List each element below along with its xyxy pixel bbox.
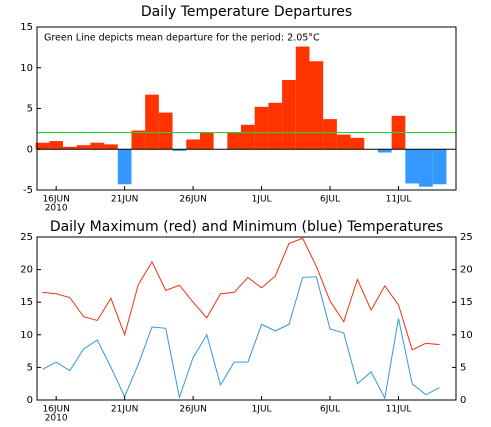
y-tick-label: 0 bbox=[27, 144, 33, 155]
bar bbox=[49, 141, 64, 150]
series-line bbox=[42, 237, 440, 351]
plot-frame bbox=[36, 26, 457, 191]
bar bbox=[172, 149, 187, 151]
chart-title: Daily Maximum (red) and Minimum (blue) T… bbox=[50, 219, 443, 235]
bar bbox=[350, 137, 365, 150]
bar bbox=[336, 134, 351, 150]
series-line bbox=[42, 276, 440, 400]
bar bbox=[35, 142, 50, 150]
y2-tick-label: 20 bbox=[460, 265, 473, 276]
x-tick-label: 26JUN bbox=[179, 405, 206, 415]
y2-tick-label: 10 bbox=[460, 330, 473, 341]
bar bbox=[145, 94, 159, 150]
x-tick-label: 11JUL bbox=[386, 405, 412, 415]
y-tick-label: 15 bbox=[20, 297, 33, 308]
bar bbox=[158, 112, 173, 150]
x-tick-label: 11JUL bbox=[386, 195, 412, 205]
y-tick-label: 25 bbox=[20, 232, 33, 243]
bar bbox=[76, 145, 91, 150]
y2-tick-label: 5 bbox=[460, 362, 466, 373]
y2-tick-label: 15 bbox=[460, 297, 473, 308]
y-tick-label: 15 bbox=[20, 22, 33, 33]
bar bbox=[282, 79, 296, 150]
y-tick-label: 10 bbox=[20, 63, 33, 74]
bar bbox=[131, 130, 146, 150]
bar bbox=[405, 149, 420, 184]
x-tick-label: 16JUN bbox=[42, 405, 69, 415]
bar bbox=[295, 46, 310, 150]
y-tick-label: 20 bbox=[20, 265, 33, 276]
y2-tick-label: 25 bbox=[460, 232, 473, 243]
x-tick-label: 21JUN bbox=[111, 195, 138, 205]
x-tick-label: 26JUN bbox=[179, 195, 206, 205]
x-tick-label: 16JUN bbox=[42, 195, 69, 205]
bar bbox=[323, 119, 337, 150]
bar bbox=[241, 124, 255, 150]
bar bbox=[377, 149, 392, 153]
bar bbox=[199, 132, 214, 150]
y2-tick-label: 0 bbox=[460, 395, 466, 406]
y-tick-label: 5 bbox=[27, 362, 33, 373]
bar bbox=[268, 102, 283, 150]
bar bbox=[186, 139, 200, 150]
bar bbox=[432, 149, 447, 185]
year-label: 2010 bbox=[45, 414, 68, 424]
bar bbox=[117, 149, 132, 185]
y-tick-label: 10 bbox=[20, 330, 33, 341]
x-tick-label: 6JUL bbox=[320, 195, 340, 205]
bar bbox=[63, 146, 77, 150]
x-tick-label: 1JUL bbox=[252, 405, 272, 415]
chart-title: Daily Temperature Departures bbox=[141, 4, 352, 20]
annotation: Green Line depicts mean departure for th… bbox=[44, 33, 320, 44]
plot-frame bbox=[36, 236, 457, 401]
year-label: 2010 bbox=[45, 204, 68, 214]
bar bbox=[104, 144, 118, 150]
y-tick-label: -5 bbox=[23, 185, 33, 196]
y-tick-label: 5 bbox=[27, 104, 33, 115]
x-tick-label: 1JUL bbox=[252, 195, 272, 205]
x-tick-label: 6JUL bbox=[320, 405, 340, 415]
y-tick-label: 0 bbox=[27, 395, 33, 406]
x-tick-label: 21JUN bbox=[111, 405, 138, 415]
bar bbox=[309, 61, 324, 150]
bar bbox=[419, 149, 433, 187]
bar bbox=[254, 106, 269, 150]
bar bbox=[90, 142, 105, 150]
bar bbox=[227, 132, 242, 150]
